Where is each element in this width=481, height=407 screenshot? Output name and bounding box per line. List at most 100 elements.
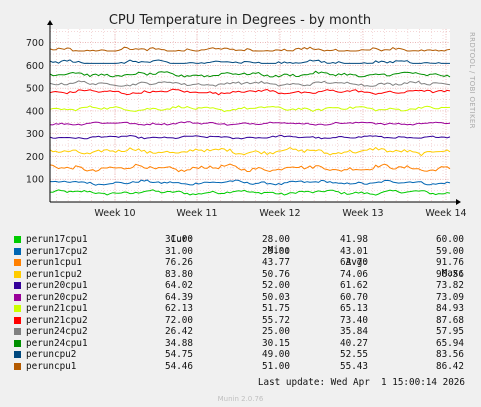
series-line-perun21cpu2 <box>49 88 451 96</box>
legend-cur: 31.00 <box>165 234 193 245</box>
legend-min: 51.00 <box>262 360 290 372</box>
plot-area <box>50 29 450 202</box>
legend-avg: 41.98 <box>340 234 368 245</box>
legend-swatch <box>14 236 21 243</box>
legend-rows: perun17cpu1 31.00 28.00 41.98 60.00 perun17cp… <box>12 234 472 372</box>
legend-header-max: Max: <box>441 268 464 279</box>
x-axis-arrow <box>456 199 461 205</box>
series-line-perun20cpu1 <box>49 134 451 140</box>
legend-series-name: perun24cpu2 <box>26 326 88 337</box>
legend-row: perun1cpu2 83.80 50.76 74.06 96.56 <box>12 269 472 281</box>
legend-row: perun1cpu1 76.26 43.77 63.70 91.76 <box>12 257 472 269</box>
cpu-temperature-chart: CPU Temperature in Degrees - by month RR… <box>26 13 476 219</box>
legend-max: 83.56 <box>436 349 464 360</box>
legend-series-name: perun1cpu2 <box>26 268 82 280</box>
legend-max: 73.82 <box>436 280 464 291</box>
legend-series-name: perun20cpu1 <box>26 280 88 291</box>
legend-swatch <box>14 247 21 255</box>
legend-avg: 73.40 <box>340 314 368 326</box>
legend-row: perun24cpu2 26.42 25.00 35.84 57.95 <box>12 326 472 338</box>
legend-cur: 34.88 <box>165 337 193 349</box>
x-tick-label: Week 12 <box>259 208 300 219</box>
rrdtool-side-label: RRDTOOL / TOBI OETIKER <box>468 32 476 129</box>
legend-header-avg: Avg: <box>345 256 368 268</box>
legend-series-name: perun20cpu2 <box>26 291 88 303</box>
legend-max: 86.42 <box>436 360 464 372</box>
x-tick-label: Week 13 <box>342 208 383 219</box>
legend-min: 30.15 <box>262 337 290 349</box>
legend-min: 28.00 <box>262 234 290 245</box>
legend: Cur: Min: Avg: Max: perun17cpu1 31.00 28.0… <box>12 222 472 372</box>
legend-max: 65.94 <box>436 337 464 349</box>
y-tick-label: 100 <box>26 175 44 186</box>
legend-avg: 55.43 <box>340 360 368 372</box>
legend-cur: 64.02 <box>165 280 193 291</box>
series-lines <box>49 46 451 196</box>
legend-series-name: peruncpu2 <box>26 349 77 360</box>
legend-row: perun21cpu2 72.00 55.72 73.40 87.68 <box>12 315 472 327</box>
legend-cur: 26.42 <box>165 326 193 337</box>
legend-avg: 65.13 <box>340 303 368 314</box>
legend-cur: 76.26 <box>165 257 193 268</box>
series-line-perun21cpu1 <box>49 105 451 113</box>
y-tick-label: 500 <box>26 84 44 95</box>
series-line-perun17cpu2 <box>50 179 451 186</box>
legend-min: 50.76 <box>262 268 290 280</box>
grid <box>50 29 450 202</box>
legend-min: 49.00 <box>262 349 290 360</box>
legend-swatch <box>14 316 21 324</box>
legend-cur: 31.00 <box>165 245 193 257</box>
legend-series-name: perun17cpu2 <box>26 245 88 257</box>
series-line-perun1cpu2 <box>49 146 451 157</box>
legend-avg: 52.55 <box>340 349 368 360</box>
legend-cur: 64.39 <box>165 291 193 303</box>
legend-max: 87.68 <box>436 314 464 326</box>
legend-min: 29.00 <box>262 245 290 257</box>
legend-cur: 62.13 <box>165 303 193 314</box>
legend-row: perun17cpu1 31.00 28.00 41.98 60.00 <box>12 234 472 246</box>
legend-min: 55.72 <box>262 314 290 326</box>
legend-avg: 61.62 <box>340 280 368 291</box>
y-tick-label: 600 <box>26 61 44 72</box>
legend-series-name: perun17cpu1 <box>26 234 88 245</box>
legend-swatch <box>14 259 21 266</box>
legend-swatch <box>14 351 21 358</box>
legend-cur: 72.00 <box>165 314 193 326</box>
chart-title: CPU Temperature in Degrees - by month <box>109 13 371 28</box>
x-tick-label: Week 14 <box>425 208 466 219</box>
series-line-perun1cpu1 <box>49 163 451 173</box>
legend-series-name: peruncpu1 <box>26 360 77 372</box>
legend-min: 43.77 <box>262 257 290 268</box>
legend-max: 96.56 <box>436 268 464 280</box>
series-line-perun24cpu2 <box>49 80 451 87</box>
legend-cur: 83.80 <box>165 268 193 280</box>
legend-cur: 54.75 <box>165 349 193 360</box>
legend-avg: 74.06 <box>340 268 368 280</box>
legend-min: 50.03 <box>262 291 290 303</box>
legend-max: 91.76 <box>436 257 464 268</box>
legend-max: 84.93 <box>436 303 464 314</box>
y-tick-label: 300 <box>26 129 44 140</box>
legend-avg: 40.27 <box>340 337 368 349</box>
legend-swatch <box>14 362 21 370</box>
legend-header: Cur: Min: Avg: Max: <box>12 222 472 280</box>
legend-row: perun24cpu1 34.88 30.15 40.27 65.94 <box>12 338 472 350</box>
legend-min: 51.75 <box>262 303 290 314</box>
legend-header-min: Min: <box>267 245 290 256</box>
legend-avg: 63.70 <box>340 257 368 268</box>
legend-row: peruncpu2 54.75 49.00 52.55 83.56 <box>12 349 472 361</box>
series-line-peruncpu2 <box>49 59 450 64</box>
y-tick-label: 700 <box>26 38 44 49</box>
legend-header-cur: Cur: <box>170 233 193 245</box>
series-line-perun20cpu2 <box>49 121 451 126</box>
munin-footer: Munin 2.0.76 <box>217 395 264 403</box>
axes: 100 200 300 400 500 600 700 Week 10 Week 11 Week … <box>26 20 467 219</box>
legend-max: 59.00 <box>436 245 464 257</box>
legend-swatch <box>14 293 21 301</box>
x-tick-label: Week 10 <box>94 208 135 219</box>
last-update: Last update: Wed Apr 1 15:00:14 2026 <box>257 377 465 388</box>
legend-row: perun17cpu2 31.00 29.00 43.01 59.00 <box>12 246 472 258</box>
legend-max: 73.09 <box>436 291 464 303</box>
legend-series-name: perun21cpu2 <box>26 314 88 326</box>
legend-swatch <box>14 339 21 347</box>
